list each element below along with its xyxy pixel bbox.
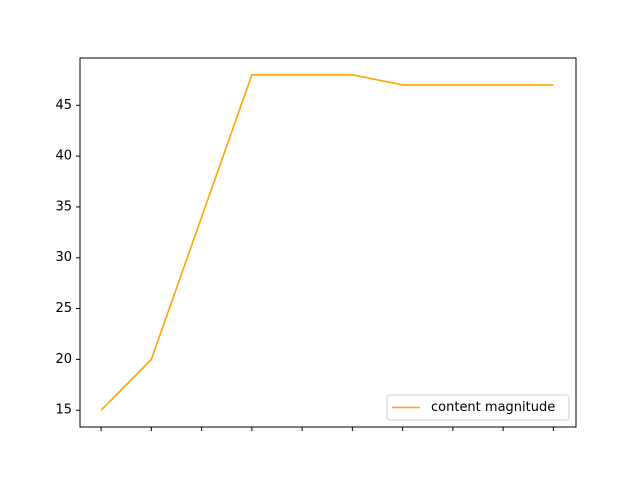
y-tick-label: 25	[55, 301, 72, 316]
y-tick-label: 20	[55, 352, 72, 367]
y-tick-label: 40	[55, 149, 72, 164]
y-tick-label: 30	[55, 250, 72, 265]
y-tick-label: 35	[55, 199, 72, 214]
y-tick-label: 45	[55, 98, 72, 113]
y-tick-label: 15	[55, 403, 72, 418]
legend-label: content magnitude	[431, 400, 555, 415]
legend: content magnitude	[386, 394, 570, 421]
y-axis-ticks: 15 20 25 30 35 40 45	[55, 98, 80, 418]
legend-box	[386, 394, 570, 421]
series-line	[100, 73, 554, 411]
series-group	[100, 73, 554, 411]
plot-area	[80, 58, 576, 427]
x-axis-ticks	[100, 427, 554, 431]
plot-frame	[79, 57, 577, 428]
